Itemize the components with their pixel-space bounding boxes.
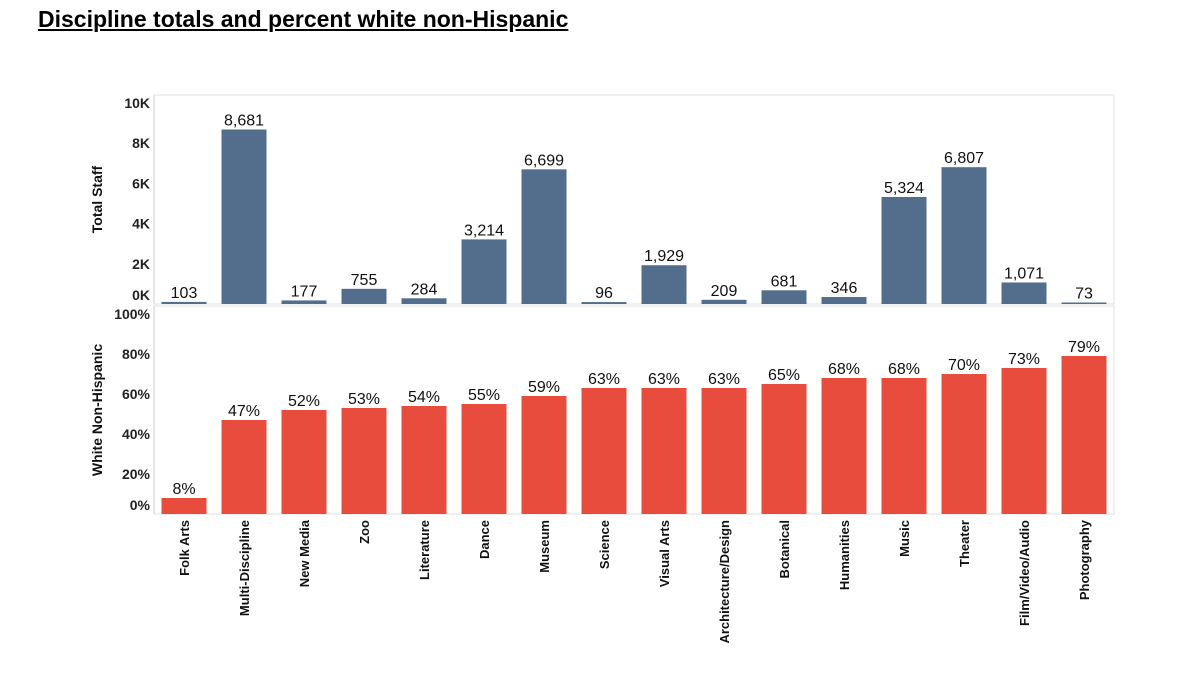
staff-bar <box>821 297 867 304</box>
category-label: Science <box>597 520 612 569</box>
y-tick-label: 10K <box>124 95 150 111</box>
percent-bar <box>401 406 447 514</box>
category-label: Multi-Discipline <box>237 520 252 616</box>
data-label: 53% <box>348 391 380 408</box>
category-label: Dance <box>477 520 492 559</box>
y-tick-label: 8K <box>132 135 150 151</box>
y-tick-label: 4K <box>132 216 150 232</box>
percent-bar <box>761 384 807 514</box>
data-label: 79% <box>1068 339 1100 356</box>
data-label: 346 <box>831 280 858 297</box>
percent-bar <box>521 396 567 514</box>
y-tick-label: 20% <box>122 466 151 482</box>
percent-bar <box>221 420 267 514</box>
category-label: New Media <box>297 519 312 587</box>
data-label: 3,214 <box>464 222 504 239</box>
staff-bar <box>281 300 327 304</box>
staff-bar <box>581 302 627 304</box>
data-label: 6,807 <box>944 150 984 167</box>
data-label: 5,324 <box>884 180 924 197</box>
percent-bar <box>941 374 987 514</box>
data-label: 209 <box>711 283 738 300</box>
percent-bar <box>581 388 627 514</box>
data-label: 6,699 <box>524 152 564 169</box>
staff-bar <box>161 301 207 304</box>
y-axis-title: Total Staff <box>89 165 105 233</box>
data-label: 73% <box>1008 351 1040 368</box>
data-label: 73 <box>1075 286 1093 303</box>
y-tick-label: 0K <box>132 287 150 303</box>
staff-bar <box>761 290 807 304</box>
category-label: Zoo <box>357 520 372 544</box>
data-label: 8,681 <box>224 113 264 130</box>
percent-bar <box>161 498 207 514</box>
data-label: 103 <box>171 285 198 302</box>
data-label: 177 <box>291 283 318 300</box>
percent-bar <box>1001 368 1047 514</box>
category-label: Visual Arts <box>657 520 672 587</box>
category-label: Architecture/Design <box>717 520 732 644</box>
data-label: 63% <box>588 371 620 388</box>
data-label: 65% <box>768 367 800 384</box>
staff-bar <box>341 288 387 304</box>
percent-bar <box>461 404 507 514</box>
data-label: 755 <box>351 272 378 289</box>
data-label: 68% <box>888 361 920 378</box>
y-tick-label: 100% <box>114 306 150 322</box>
y-tick-label: 60% <box>122 386 151 402</box>
staff-bar <box>641 265 687 304</box>
data-label: 8% <box>172 481 195 498</box>
staff-bar <box>701 299 747 304</box>
staff-bar <box>221 129 267 304</box>
data-label: 68% <box>828 361 860 378</box>
y-tick-label: 80% <box>122 346 151 362</box>
percent-bar <box>341 408 387 514</box>
category-label: Film/Video/Audio <box>1017 520 1032 626</box>
staff-bar <box>461 239 507 304</box>
category-label: Literature <box>417 520 432 580</box>
percent-bar <box>881 378 927 514</box>
category-label: Photography <box>1077 519 1092 600</box>
category-label: Botanical <box>777 520 792 579</box>
staff-bar <box>941 167 987 304</box>
data-label: 54% <box>408 389 440 406</box>
data-label: 59% <box>528 379 560 396</box>
percent-bar <box>1061 356 1107 514</box>
staff-bar <box>401 298 447 304</box>
data-label: 63% <box>708 371 740 388</box>
data-label: 96 <box>595 285 613 302</box>
staff-bar <box>1001 282 1047 304</box>
category-label: Music <box>897 520 912 557</box>
category-label: Folk Arts <box>177 520 192 576</box>
y-tick-label: 2K <box>132 256 150 272</box>
data-label: 52% <box>288 393 320 410</box>
category-label: Theater <box>957 520 972 567</box>
percent-bar <box>281 410 327 514</box>
y-tick-label: 40% <box>122 426 151 442</box>
data-label: 63% <box>648 371 680 388</box>
data-label: 1,929 <box>644 248 684 265</box>
data-label: 70% <box>948 357 980 374</box>
data-label: 1,071 <box>1004 265 1044 282</box>
data-label: 681 <box>771 273 798 290</box>
y-axis-title: White Non-Hispanic <box>89 344 105 476</box>
percent-bar <box>821 378 867 514</box>
staff-bar <box>881 196 927 304</box>
data-label: 47% <box>228 403 260 420</box>
data-label: 284 <box>411 281 438 298</box>
staff-bar <box>1061 302 1107 304</box>
category-label: Museum <box>537 520 552 573</box>
y-tick-label: 0% <box>130 497 151 513</box>
page-title: Discipline totals and percent white non-… <box>38 6 569 32</box>
staff-bar <box>521 169 567 304</box>
percent-bar <box>701 388 747 514</box>
data-label: 55% <box>468 387 500 404</box>
category-label: Humanities <box>837 520 852 590</box>
percent-bar <box>641 388 687 514</box>
y-tick-label: 6K <box>132 175 150 191</box>
